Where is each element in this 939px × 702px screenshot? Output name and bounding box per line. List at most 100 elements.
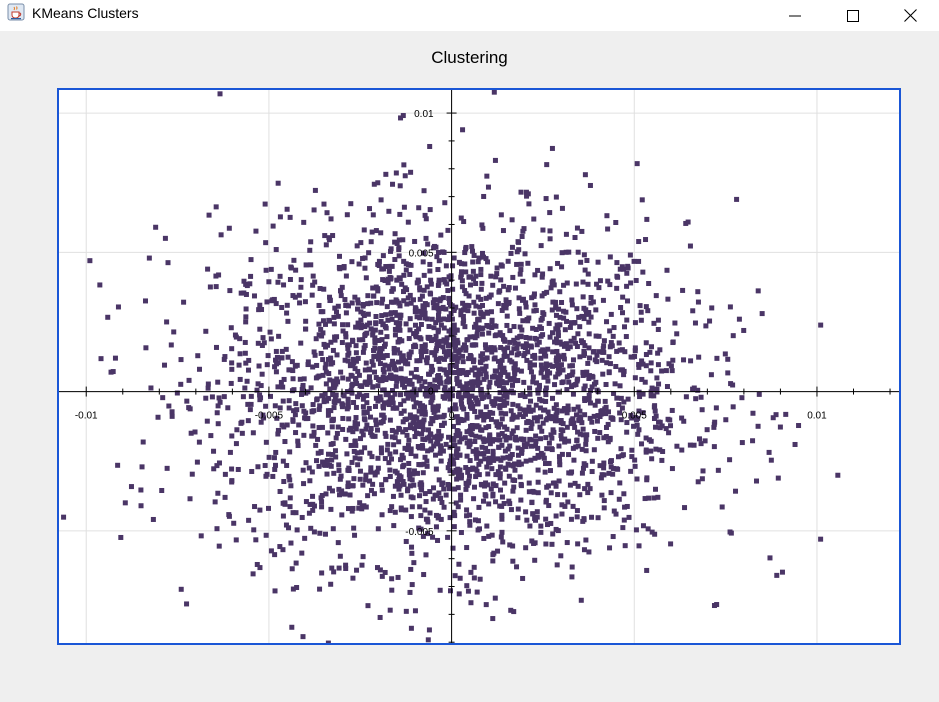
data-point <box>669 407 675 413</box>
data-point <box>489 466 495 472</box>
data-point <box>473 273 479 279</box>
data-point <box>668 541 674 547</box>
data-point <box>273 449 279 455</box>
data-point <box>213 273 219 279</box>
data-point <box>638 309 644 315</box>
data-point <box>528 369 534 375</box>
data-point <box>611 508 617 514</box>
data-point <box>283 522 289 528</box>
data-point <box>501 346 507 352</box>
data-point <box>667 417 673 423</box>
data-point <box>669 466 675 472</box>
data-point <box>636 239 642 245</box>
data-point <box>442 385 448 391</box>
data-point <box>323 242 329 248</box>
data-point <box>389 316 395 322</box>
data-point <box>369 454 375 460</box>
data-point <box>380 367 386 373</box>
data-point <box>419 443 425 449</box>
data-point <box>502 448 508 454</box>
data-point <box>510 558 516 564</box>
data-point <box>435 373 441 379</box>
data-point <box>336 264 342 270</box>
data-point <box>420 533 426 539</box>
data-point <box>534 514 540 520</box>
data-point <box>754 478 760 484</box>
data-point <box>715 467 721 473</box>
data-point <box>379 266 385 272</box>
data-point <box>215 379 221 385</box>
data-point <box>328 506 334 512</box>
close-button[interactable] <box>881 0 939 31</box>
data-point <box>621 491 627 497</box>
data-point <box>217 91 223 97</box>
data-point <box>205 266 211 272</box>
data-point <box>333 435 339 441</box>
data-point <box>680 287 686 293</box>
data-point <box>268 336 274 342</box>
data-point <box>488 345 494 351</box>
data-point <box>472 365 478 371</box>
data-point <box>263 473 269 479</box>
data-point <box>360 310 366 316</box>
data-point <box>364 410 370 416</box>
data-point <box>416 326 422 332</box>
data-point <box>243 281 249 287</box>
data-point <box>270 473 276 479</box>
data-point <box>422 391 428 397</box>
data-point <box>346 416 352 422</box>
data-point <box>604 360 610 366</box>
data-point <box>435 312 441 318</box>
data-point <box>506 473 512 479</box>
data-point <box>318 350 324 356</box>
data-point <box>447 515 453 521</box>
data-point <box>184 398 190 404</box>
data-point <box>620 294 626 300</box>
data-point <box>345 352 351 358</box>
data-point <box>438 380 444 386</box>
data-point <box>352 455 358 461</box>
data-point <box>336 467 342 473</box>
data-point <box>511 609 517 615</box>
data-point <box>428 421 434 427</box>
data-point <box>575 404 581 410</box>
data-point <box>479 331 485 337</box>
data-point <box>681 357 687 363</box>
data-point <box>392 231 398 237</box>
data-point <box>401 481 407 487</box>
data-point <box>410 495 416 501</box>
minimize-button[interactable] <box>766 0 824 31</box>
data-point <box>331 470 337 476</box>
data-point <box>427 510 433 516</box>
data-point <box>407 292 413 298</box>
data-point <box>481 417 487 423</box>
data-point <box>464 507 470 513</box>
data-point <box>517 412 523 418</box>
data-point <box>308 525 314 531</box>
data-point <box>522 251 528 257</box>
data-point <box>643 449 649 455</box>
data-point <box>497 390 503 396</box>
data-point <box>607 437 613 443</box>
data-point <box>510 463 516 469</box>
data-point <box>339 284 345 290</box>
data-point <box>568 470 574 476</box>
data-point <box>435 438 441 444</box>
maximize-button[interactable] <box>824 0 882 31</box>
data-point <box>281 282 287 288</box>
data-point <box>550 395 556 401</box>
data-point <box>549 279 555 285</box>
data-point <box>573 444 579 450</box>
data-point <box>515 452 521 458</box>
data-point <box>557 289 563 295</box>
data-point <box>368 487 374 493</box>
data-point <box>575 483 581 489</box>
data-point <box>550 480 556 486</box>
data-point <box>722 351 728 357</box>
data-point <box>458 269 464 275</box>
data-point <box>260 412 266 418</box>
data-point <box>383 433 389 439</box>
data-point <box>655 317 661 323</box>
data-point <box>547 362 553 368</box>
